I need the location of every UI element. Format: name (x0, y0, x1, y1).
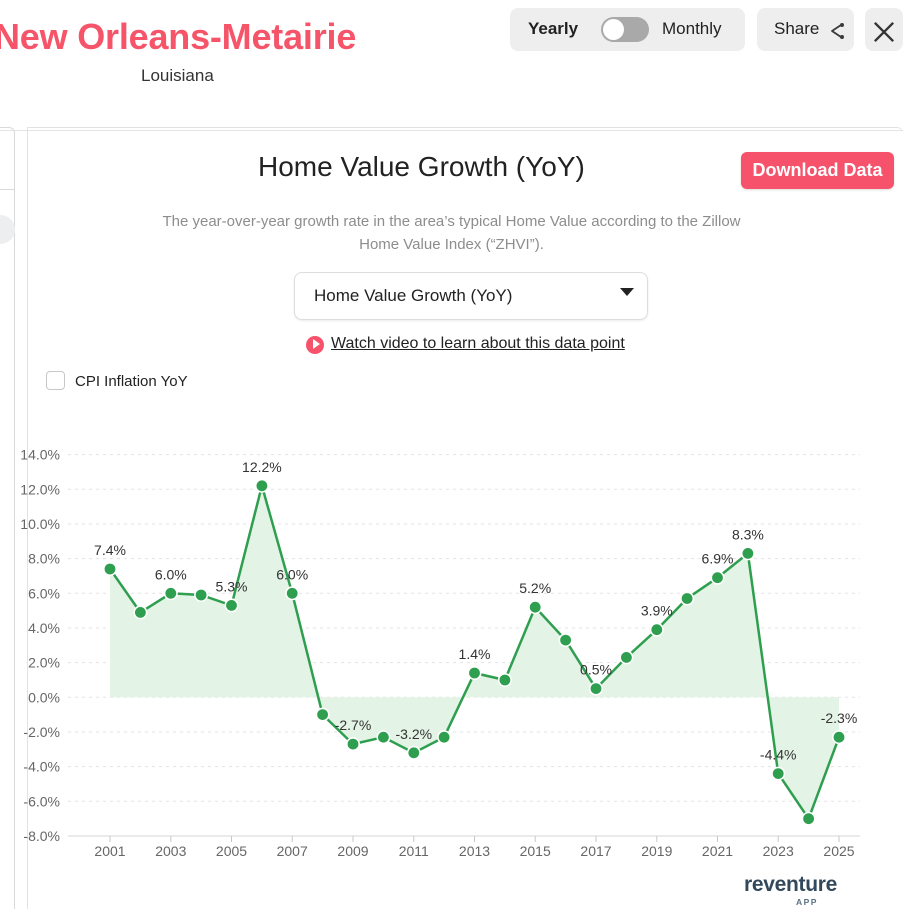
svg-text:4.0%: 4.0% (28, 620, 60, 636)
svg-text:0.0%: 0.0% (28, 689, 60, 705)
svg-text:2005: 2005 (216, 843, 247, 859)
svg-text:12.2%: 12.2% (242, 459, 282, 475)
svg-text:6.0%: 6.0% (28, 585, 60, 601)
svg-text:6.0%: 6.0% (276, 566, 308, 582)
svg-text:-4.4%: -4.4% (760, 747, 797, 763)
svg-text:5.3%: 5.3% (216, 578, 248, 594)
svg-text:2011: 2011 (399, 843, 429, 859)
svg-text:2025: 2025 (823, 843, 854, 859)
svg-text:2013: 2013 (459, 843, 490, 859)
svg-text:3.9%: 3.9% (641, 603, 673, 619)
svg-text:2009: 2009 (337, 843, 368, 859)
svg-text:8.0%: 8.0% (28, 551, 60, 567)
svg-text:-2.0%: -2.0% (23, 724, 60, 740)
svg-text:0.5%: 0.5% (580, 662, 612, 678)
svg-text:14.0%: 14.0% (20, 447, 60, 463)
svg-text:2023: 2023 (763, 843, 794, 859)
svg-text:2003: 2003 (155, 843, 186, 859)
svg-text:-4.0%: -4.0% (23, 759, 60, 775)
svg-text:5.2%: 5.2% (519, 580, 551, 596)
svg-text:-2.3%: -2.3% (821, 710, 858, 726)
svg-text:6.9%: 6.9% (702, 551, 734, 567)
svg-text:2021: 2021 (702, 843, 733, 859)
svg-text:7.4%: 7.4% (94, 542, 126, 558)
svg-text:-6.0%: -6.0% (23, 793, 60, 809)
svg-text:2017: 2017 (580, 843, 611, 859)
svg-text:2.0%: 2.0% (28, 655, 60, 671)
svg-text:6.0%: 6.0% (155, 566, 187, 582)
svg-text:-2.7%: -2.7% (335, 717, 372, 733)
svg-text:2001: 2001 (94, 843, 125, 859)
svg-text:8.3%: 8.3% (732, 526, 764, 542)
svg-text:2007: 2007 (277, 843, 308, 859)
svg-text:10.0%: 10.0% (20, 516, 60, 532)
svg-text:1.4%: 1.4% (459, 646, 491, 662)
svg-text:2019: 2019 (641, 843, 672, 859)
svg-text:-8.0%: -8.0% (23, 828, 60, 844)
svg-text:-3.2%: -3.2% (396, 726, 433, 742)
svg-text:12.0%: 12.0% (20, 481, 60, 497)
svg-text:2015: 2015 (520, 843, 551, 859)
